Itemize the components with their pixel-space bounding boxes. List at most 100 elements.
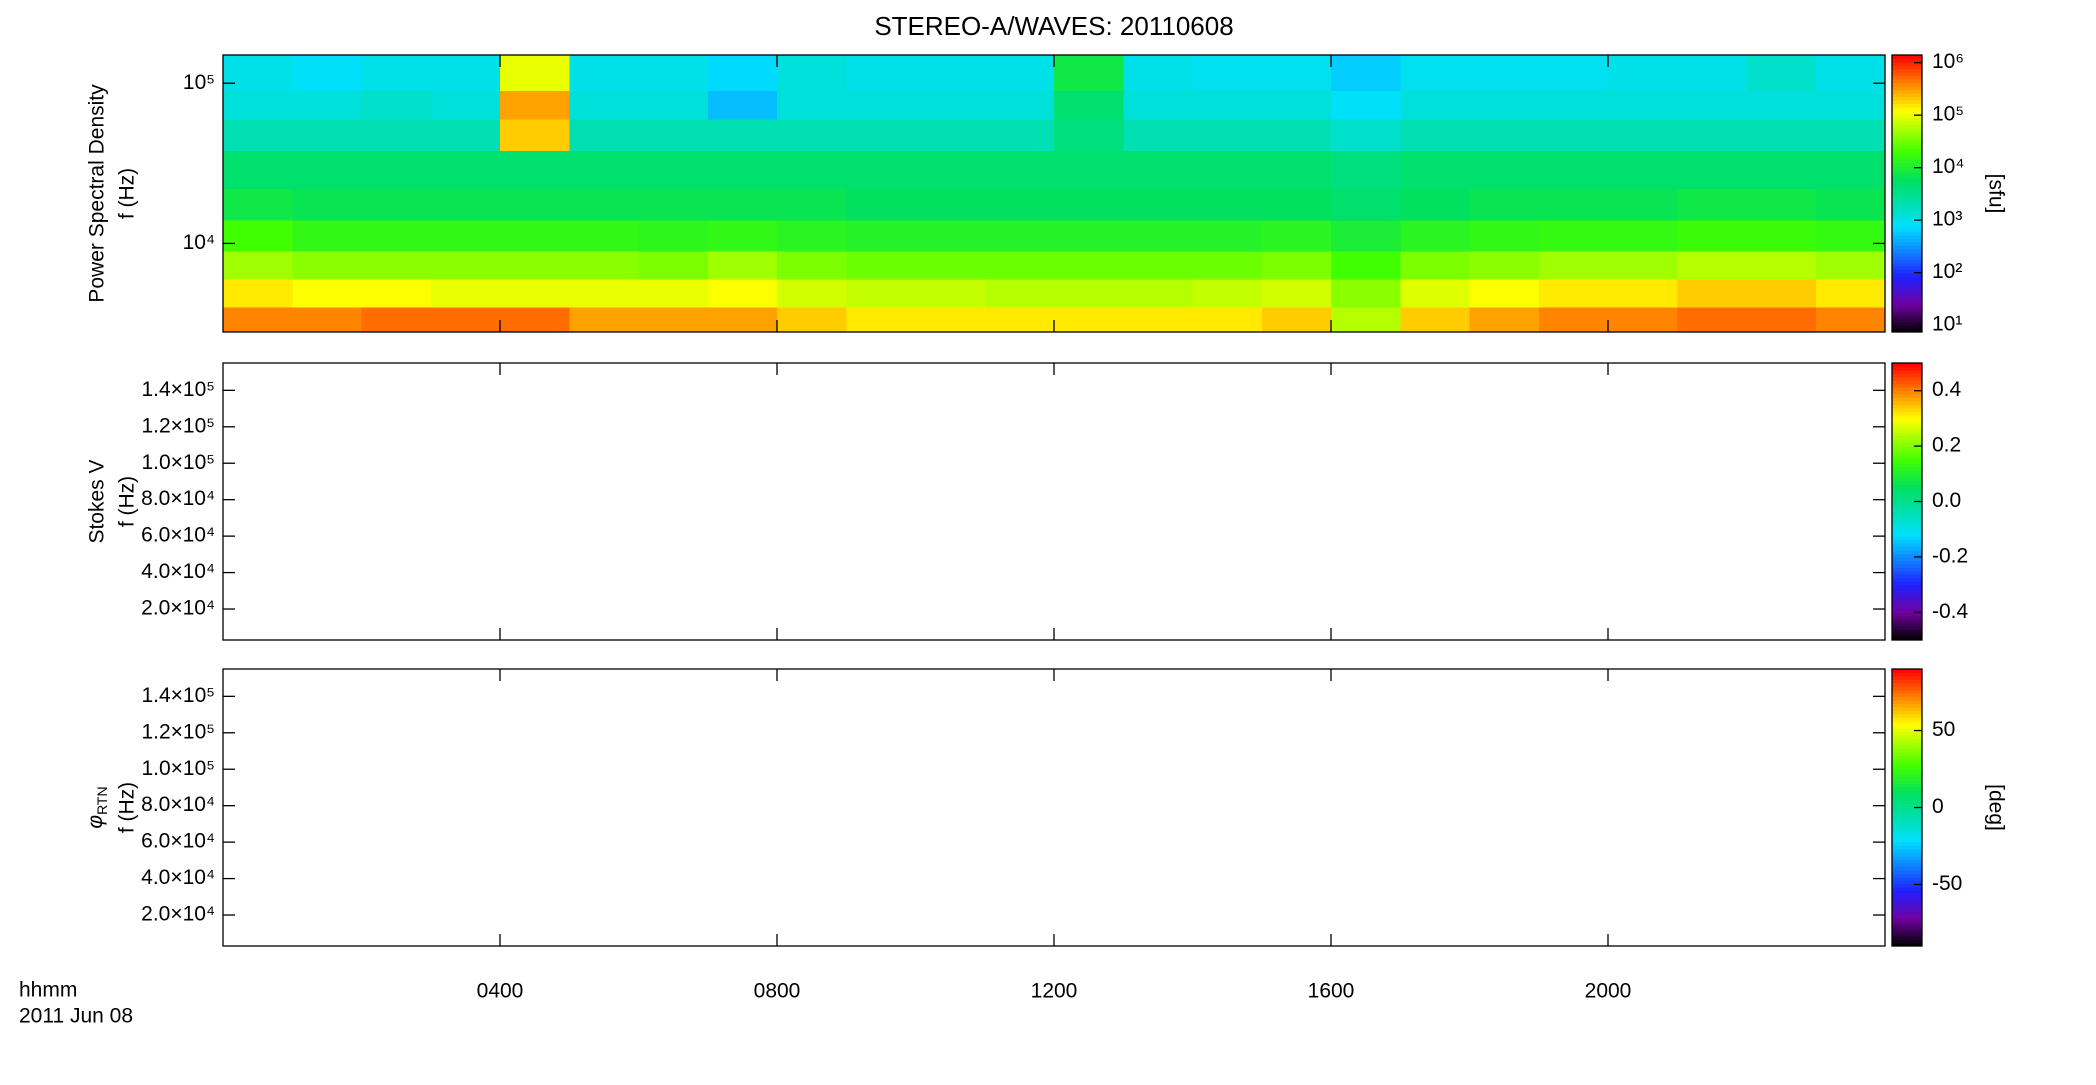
heatmap-cell bbox=[1746, 188, 1817, 221]
heatmap-cell bbox=[361, 55, 432, 92]
heatmap-cell bbox=[638, 278, 709, 308]
heatmap-cell bbox=[1746, 55, 1817, 92]
heatmap-cell bbox=[1608, 250, 1678, 280]
colorbar-swatch bbox=[1892, 328, 1922, 333]
heatmap-cell bbox=[1331, 307, 1401, 333]
colorbar-swatch bbox=[1892, 529, 1922, 534]
colorbar-swatch bbox=[1892, 477, 1922, 482]
colorbar-swatch bbox=[1892, 176, 1922, 181]
heatmap-cell bbox=[777, 278, 847, 308]
colorbar-swatch bbox=[1892, 911, 1922, 916]
y-tick-label: 10⁴ bbox=[183, 231, 215, 254]
heatmap-cell bbox=[500, 150, 570, 190]
heatmap-cell bbox=[1400, 307, 1470, 333]
colorbar-swatch bbox=[1892, 939, 1922, 944]
heatmap-cell bbox=[500, 307, 570, 333]
heatmap-cell bbox=[1746, 220, 1817, 252]
heatmap-cell bbox=[500, 118, 570, 152]
colorbar-swatch bbox=[1892, 58, 1922, 63]
heatmap-cell bbox=[1677, 90, 1747, 120]
colorbar-swatch bbox=[1892, 325, 1922, 330]
heatmap-cell bbox=[707, 220, 778, 252]
colorbar-swatch bbox=[1892, 494, 1922, 499]
heatmap-cell bbox=[1261, 307, 1332, 333]
colorbar-swatch bbox=[1892, 141, 1922, 146]
heatmap-cell bbox=[1677, 150, 1747, 190]
colorbar-swatch bbox=[1892, 162, 1922, 167]
colorbar-swatch bbox=[1892, 93, 1922, 98]
heatmap-cell bbox=[984, 307, 1055, 333]
colorbar-swatch bbox=[1892, 421, 1922, 426]
heatmap-cell bbox=[777, 307, 847, 333]
colorbar-swatch bbox=[1892, 612, 1922, 617]
colorbar-swatch bbox=[1892, 682, 1922, 687]
colorbar-swatch bbox=[1892, 134, 1922, 139]
heatmap-cell bbox=[569, 220, 639, 252]
colorbar-swatch bbox=[1892, 459, 1922, 464]
heatmap-cell bbox=[915, 278, 986, 308]
colorbar-swatch bbox=[1892, 89, 1922, 94]
y-tick-label: 1.4×10⁵ bbox=[141, 378, 215, 401]
heatmap-cell bbox=[1123, 188, 1193, 221]
heatmap-cell bbox=[1538, 278, 1609, 308]
colorbar-swatch bbox=[1892, 363, 1922, 367]
y-tick-label: 4.0×10⁴ bbox=[141, 866, 215, 889]
colorbar-swatch bbox=[1892, 831, 1922, 836]
heatmap-cell bbox=[707, 278, 778, 308]
heatmap-cell bbox=[1261, 220, 1332, 252]
colorbar-swatch bbox=[1892, 693, 1922, 698]
y-tick-label: 1.2×10⁵ bbox=[141, 720, 215, 743]
colorbar-swatch bbox=[1892, 290, 1922, 295]
colorbar-swatch bbox=[1892, 539, 1922, 544]
colorbar-swatch bbox=[1892, 79, 1922, 84]
colorbar-swatch bbox=[1892, 928, 1922, 933]
colorbar-swatch bbox=[1892, 151, 1922, 156]
colorbar-swatch bbox=[1892, 196, 1922, 201]
heatmap-cell bbox=[430, 220, 501, 252]
heatmap-cell bbox=[846, 118, 916, 152]
colorbar-swatch bbox=[1892, 186, 1922, 191]
colorbar-swatch bbox=[1892, 776, 1922, 781]
colorbar-swatch bbox=[1892, 793, 1922, 798]
colorbar-swatch bbox=[1892, 183, 1922, 188]
heatmap-cell bbox=[1400, 90, 1470, 120]
colorbar-frame bbox=[1891, 54, 1923, 333]
heatmap-cell bbox=[1469, 278, 1540, 308]
heatmap-cell bbox=[915, 220, 986, 252]
heatmap-cell bbox=[1192, 55, 1263, 92]
heatmap-cell bbox=[1400, 220, 1470, 252]
colorbar-swatch bbox=[1892, 622, 1922, 627]
colorbar-swatch bbox=[1892, 904, 1922, 909]
heatmap-cell bbox=[1261, 250, 1332, 280]
colorbar-swatch bbox=[1892, 466, 1922, 471]
y-tick-label: 1.0×10⁵ bbox=[141, 451, 215, 474]
colorbar-swatch bbox=[1892, 608, 1922, 613]
heatmap-cell bbox=[707, 307, 778, 333]
colorbar-swatch bbox=[1892, 224, 1922, 229]
heatmap-cell bbox=[1746, 118, 1817, 152]
colorbar-swatch bbox=[1892, 679, 1922, 684]
colorbar-swatch bbox=[1892, 297, 1922, 302]
heatmap-cell bbox=[569, 307, 639, 333]
heatmap-cell bbox=[1192, 278, 1263, 308]
heatmap-cell bbox=[223, 150, 293, 190]
colorbar-swatch bbox=[1892, 817, 1922, 822]
colorbar-swatch bbox=[1892, 158, 1922, 163]
colorbar-swatch bbox=[1892, 318, 1922, 323]
colorbar-swatch bbox=[1892, 689, 1922, 694]
colorbar-swatch bbox=[1892, 942, 1922, 947]
colorbar-swatch bbox=[1892, 714, 1922, 718]
heatmap-cell bbox=[915, 90, 986, 120]
colorbar-swatch bbox=[1892, 446, 1922, 451]
colorbar-swatch bbox=[1892, 470, 1922, 475]
heatmap-cell bbox=[223, 250, 293, 280]
colorbar-swatch bbox=[1892, 366, 1922, 371]
colorbar-swatch bbox=[1892, 772, 1922, 777]
heatmap-cell bbox=[777, 188, 847, 221]
colorbar-swatch bbox=[1892, 629, 1922, 634]
colorbar-swatch bbox=[1892, 577, 1922, 582]
heatmap-cell bbox=[638, 90, 709, 120]
colorbar-swatch bbox=[1892, 266, 1922, 271]
heatmap-cell bbox=[846, 220, 916, 252]
